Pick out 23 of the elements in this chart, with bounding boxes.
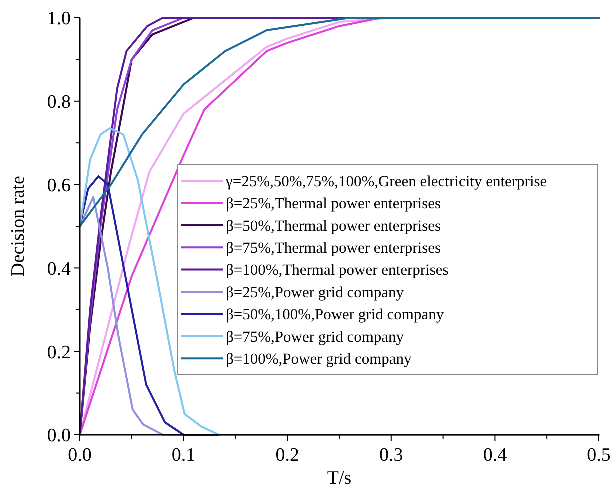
x-tick-label: 0.4: [483, 445, 508, 466]
legend-label: β=100%,Power grid company: [226, 351, 412, 368]
y-tick-label: 0.6: [47, 175, 71, 196]
y-tick-label: 1.0: [47, 8, 71, 30]
x-tick-label: 0.0: [68, 445, 92, 466]
legend-label: β=100%,Thermal power enterprises: [226, 262, 449, 280]
y-tick-label: 0.2: [47, 342, 71, 364]
x-tick-label: 0.3: [380, 445, 404, 466]
legend-label: β=75%,Thermal power enterprises: [226, 240, 442, 258]
legend-label: β=25%,Power grid company: [226, 284, 404, 302]
legend-label: β=25%,Thermal power enterprises: [226, 196, 442, 213]
x-tick-label: 0.1: [172, 445, 196, 466]
y-tick-label: 0.8: [47, 92, 71, 114]
y-tick-label: 0.4: [47, 258, 72, 280]
x-tick-label: 0.5: [587, 445, 610, 466]
y-tick-label: 0.0: [47, 426, 71, 447]
x-axis-title: T/s: [327, 468, 352, 489]
legend-label: β=50%,100%,Power grid company: [226, 306, 444, 324]
legend-label: β=50%,Thermal power enterprises: [226, 218, 442, 235]
legend-label: γ=25%,50%,75%,100%,Green electricity enterprise: [225, 173, 548, 190]
x-tick-label: 0.2: [276, 445, 300, 466]
legend-label: β=75%,Power grid company: [226, 328, 404, 346]
y-axis-title: Decision rate: [8, 176, 29, 277]
